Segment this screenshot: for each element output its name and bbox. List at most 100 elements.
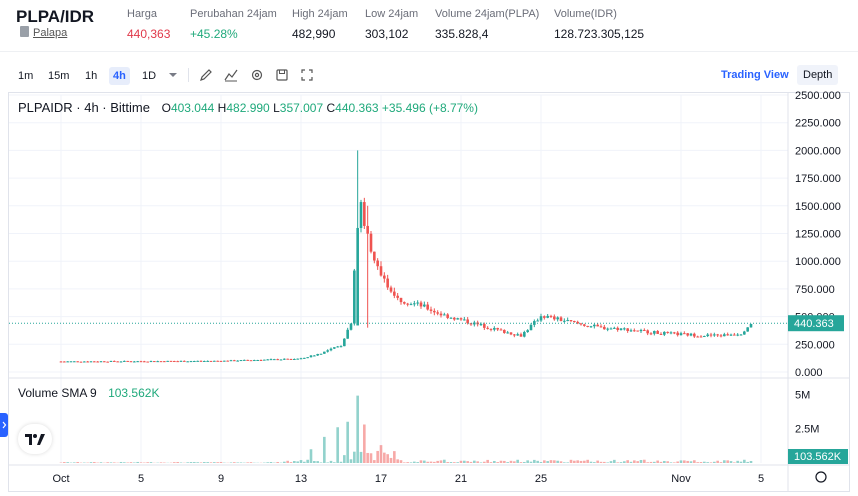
pair-title: PLPA/IDR (16, 7, 95, 26)
candle-body (689, 333, 693, 336)
timeframe-4h[interactable]: 4h (109, 67, 130, 85)
timeframe-1m[interactable]: 1m (18, 70, 34, 82)
candle-body (529, 324, 533, 331)
volume-bar (716, 460, 719, 463)
volume-bar (283, 461, 286, 463)
candle-body (416, 302, 419, 304)
volume-bar (356, 395, 359, 463)
price-axis-label: 2250.000 (795, 118, 841, 130)
candle-body (506, 332, 509, 334)
volume-bar (76, 461, 79, 463)
volume-bar (333, 462, 336, 463)
volume-bar (233, 462, 236, 463)
candle-body (696, 336, 699, 338)
timeframe-1d[interactable]: 1D (142, 70, 157, 82)
volume-bar (216, 462, 219, 463)
candle-body (126, 360, 129, 362)
save-icon[interactable] (275, 68, 289, 82)
volume-bar (496, 462, 499, 463)
trading-view-button[interactable]: Trading View (721, 69, 789, 81)
candle-body (79, 361, 83, 363)
depth-button[interactable]: Depth (797, 65, 839, 85)
side-panel-toggle[interactable] (0, 413, 8, 437)
volume-bar (193, 462, 196, 463)
candle-body (179, 360, 183, 362)
candle-body (239, 360, 243, 362)
volume-bar (486, 459, 489, 463)
stat-value: 440,363 (127, 27, 171, 41)
candle-body (269, 359, 273, 361)
candle-body (449, 317, 453, 319)
volume-bar (239, 462, 243, 463)
candle-body (266, 359, 269, 361)
candle-body (496, 327, 499, 330)
token-name-link[interactable]: Palapa (33, 27, 68, 39)
volume-bar (359, 451, 363, 463)
volume-bar (289, 462, 293, 463)
volume-bar (136, 461, 139, 463)
candle-body (236, 360, 239, 362)
candle-body (583, 324, 586, 326)
volume-bar (403, 462, 406, 463)
volume-bar (373, 460, 376, 463)
candle-body (96, 361, 99, 363)
volume-bar (639, 460, 643, 463)
volume-bar (476, 461, 479, 463)
volume-bar (506, 462, 509, 463)
fullscreen-icon[interactable] (300, 68, 314, 82)
volume-bar (699, 462, 703, 463)
legend-close-label: C (326, 101, 336, 115)
volume-bar (89, 462, 93, 463)
candle-body (549, 315, 553, 317)
candle-body (593, 324, 596, 327)
candle-body (249, 360, 253, 362)
chart-container[interactable] (8, 92, 850, 492)
volume-bar (189, 462, 193, 463)
volume-bar (319, 462, 323, 463)
candle-body (263, 359, 266, 361)
candle-body (719, 335, 723, 337)
volume-bar (93, 462, 96, 463)
candle-body (306, 357, 309, 359)
candle-body (89, 361, 93, 363)
legend-low-label: L (273, 101, 280, 115)
candle-body (636, 330, 639, 332)
candle-body (646, 330, 649, 334)
candle-body (446, 314, 449, 318)
indicator-icon[interactable] (224, 68, 238, 82)
tradingview-logo[interactable] (18, 424, 52, 454)
candle-body (439, 313, 443, 316)
volume-bar (426, 461, 429, 463)
volume-bar (483, 461, 486, 463)
candle-body (526, 330, 529, 333)
candle-body (699, 336, 703, 338)
candle-body (693, 333, 696, 337)
candle-body (633, 330, 636, 332)
timeframe-15m[interactable]: 15m (48, 70, 70, 82)
settings-icon[interactable] (250, 68, 264, 82)
candle-body (559, 317, 563, 321)
candle-body (406, 303, 409, 305)
candle-body (679, 333, 683, 336)
volume-bar (636, 461, 639, 463)
volume-bar (673, 462, 676, 463)
volume-bar (596, 460, 599, 463)
timeframe-1h[interactable]: 1h (85, 70, 98, 82)
candle-body (456, 318, 459, 320)
volume-bar (633, 460, 636, 463)
candle-body (366, 225, 369, 234)
volume-bar (696, 462, 699, 463)
candle-body (556, 317, 559, 320)
volume-bar (419, 460, 423, 463)
pencil-icon[interactable] (199, 68, 213, 82)
volume-bar (429, 461, 433, 463)
candle-body (149, 361, 153, 363)
volume-bar (613, 459, 616, 463)
volume-bar (603, 461, 606, 463)
candle-body (403, 302, 406, 304)
chevron-down-icon[interactable] (166, 68, 180, 82)
candle-body (256, 359, 259, 361)
volume-bar (736, 460, 739, 463)
candle-body (513, 334, 516, 336)
